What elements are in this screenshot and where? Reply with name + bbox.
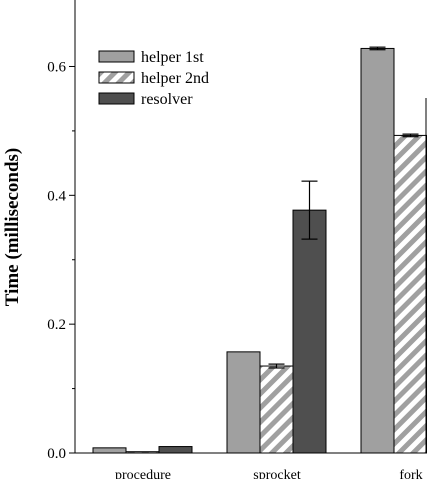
bar-helper-1st-sprocket bbox=[226, 351, 261, 454]
x-tick-label: fork bbox=[399, 468, 422, 479]
x-tick-label: sprocket bbox=[253, 468, 301, 479]
x-tick-label: procedure bbox=[115, 468, 171, 479]
x-axis-labels: procedure sprocket fork bbox=[115, 468, 423, 479]
bar-helper-2nd-sprocket bbox=[259, 365, 294, 454]
legend-label: helper 1st bbox=[141, 49, 204, 66]
y-tick-label: 0.0 bbox=[47, 446, 66, 462]
legend: helper 1st helper 2nd resolver bbox=[98, 49, 209, 108]
bars-layer bbox=[92, 47, 427, 454]
legend-label: helper 2nd bbox=[141, 70, 209, 87]
y-tick-label: 0.6 bbox=[47, 59, 66, 75]
bar-helper-1st-procedure bbox=[92, 447, 127, 454]
error-bars-layer bbox=[268, 46, 419, 369]
y-tick-label: 0.2 bbox=[47, 317, 66, 333]
y-axis-ticks: 0.0 0.2 0.4 0.6 bbox=[47, 59, 75, 462]
legend-swatch bbox=[98, 92, 135, 105]
legend-swatch bbox=[98, 50, 135, 63]
legend-label: resolver bbox=[141, 91, 193, 108]
y-axis-label: Time (milliseconds) bbox=[2, 148, 23, 307]
y-tick-label: 0.4 bbox=[47, 188, 66, 204]
bar-helper-2nd-fork bbox=[393, 134, 427, 454]
bar-helper-1st-fork bbox=[360, 47, 395, 454]
bar-resolver-procedure bbox=[158, 446, 193, 454]
bar-resolver-sprocket bbox=[292, 209, 327, 454]
legend-swatch bbox=[98, 71, 135, 84]
